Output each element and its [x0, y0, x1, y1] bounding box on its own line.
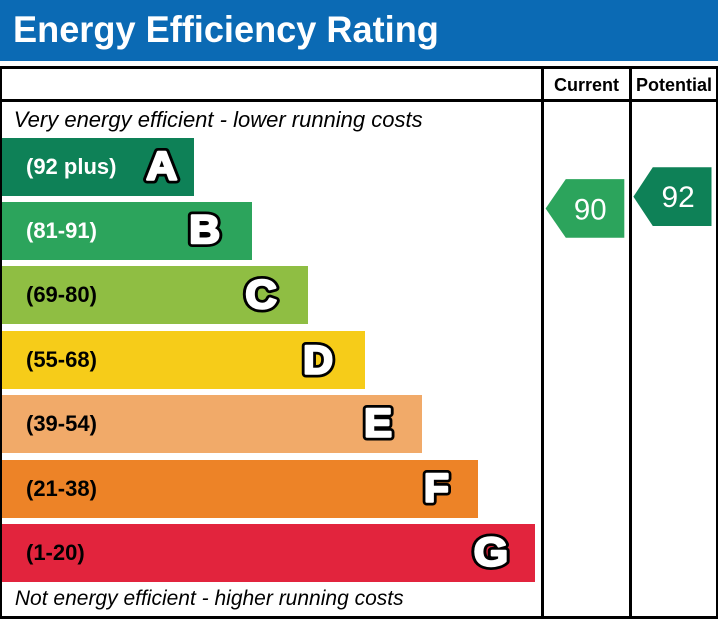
svg-text:B: B: [189, 207, 220, 252]
svg-text:G: G: [474, 529, 508, 574]
svg-text:G: G: [474, 529, 508, 574]
svg-text:E: E: [364, 400, 392, 445]
svg-text:A: A: [146, 143, 177, 188]
svg-text:F: F: [424, 465, 449, 511]
svg-text:A: A: [146, 143, 177, 188]
svg-text:92: 92: [662, 181, 695, 214]
svg-text:C: C: [245, 271, 276, 316]
svg-text:C: C: [245, 271, 276, 316]
svg-text:90: 90: [574, 193, 607, 226]
svg-text:D: D: [303, 337, 333, 382]
svg-text:E: E: [364, 400, 392, 445]
svg-text:D: D: [303, 337, 333, 382]
svg-text:B: B: [189, 207, 220, 252]
svg-text:F: F: [424, 465, 449, 511]
